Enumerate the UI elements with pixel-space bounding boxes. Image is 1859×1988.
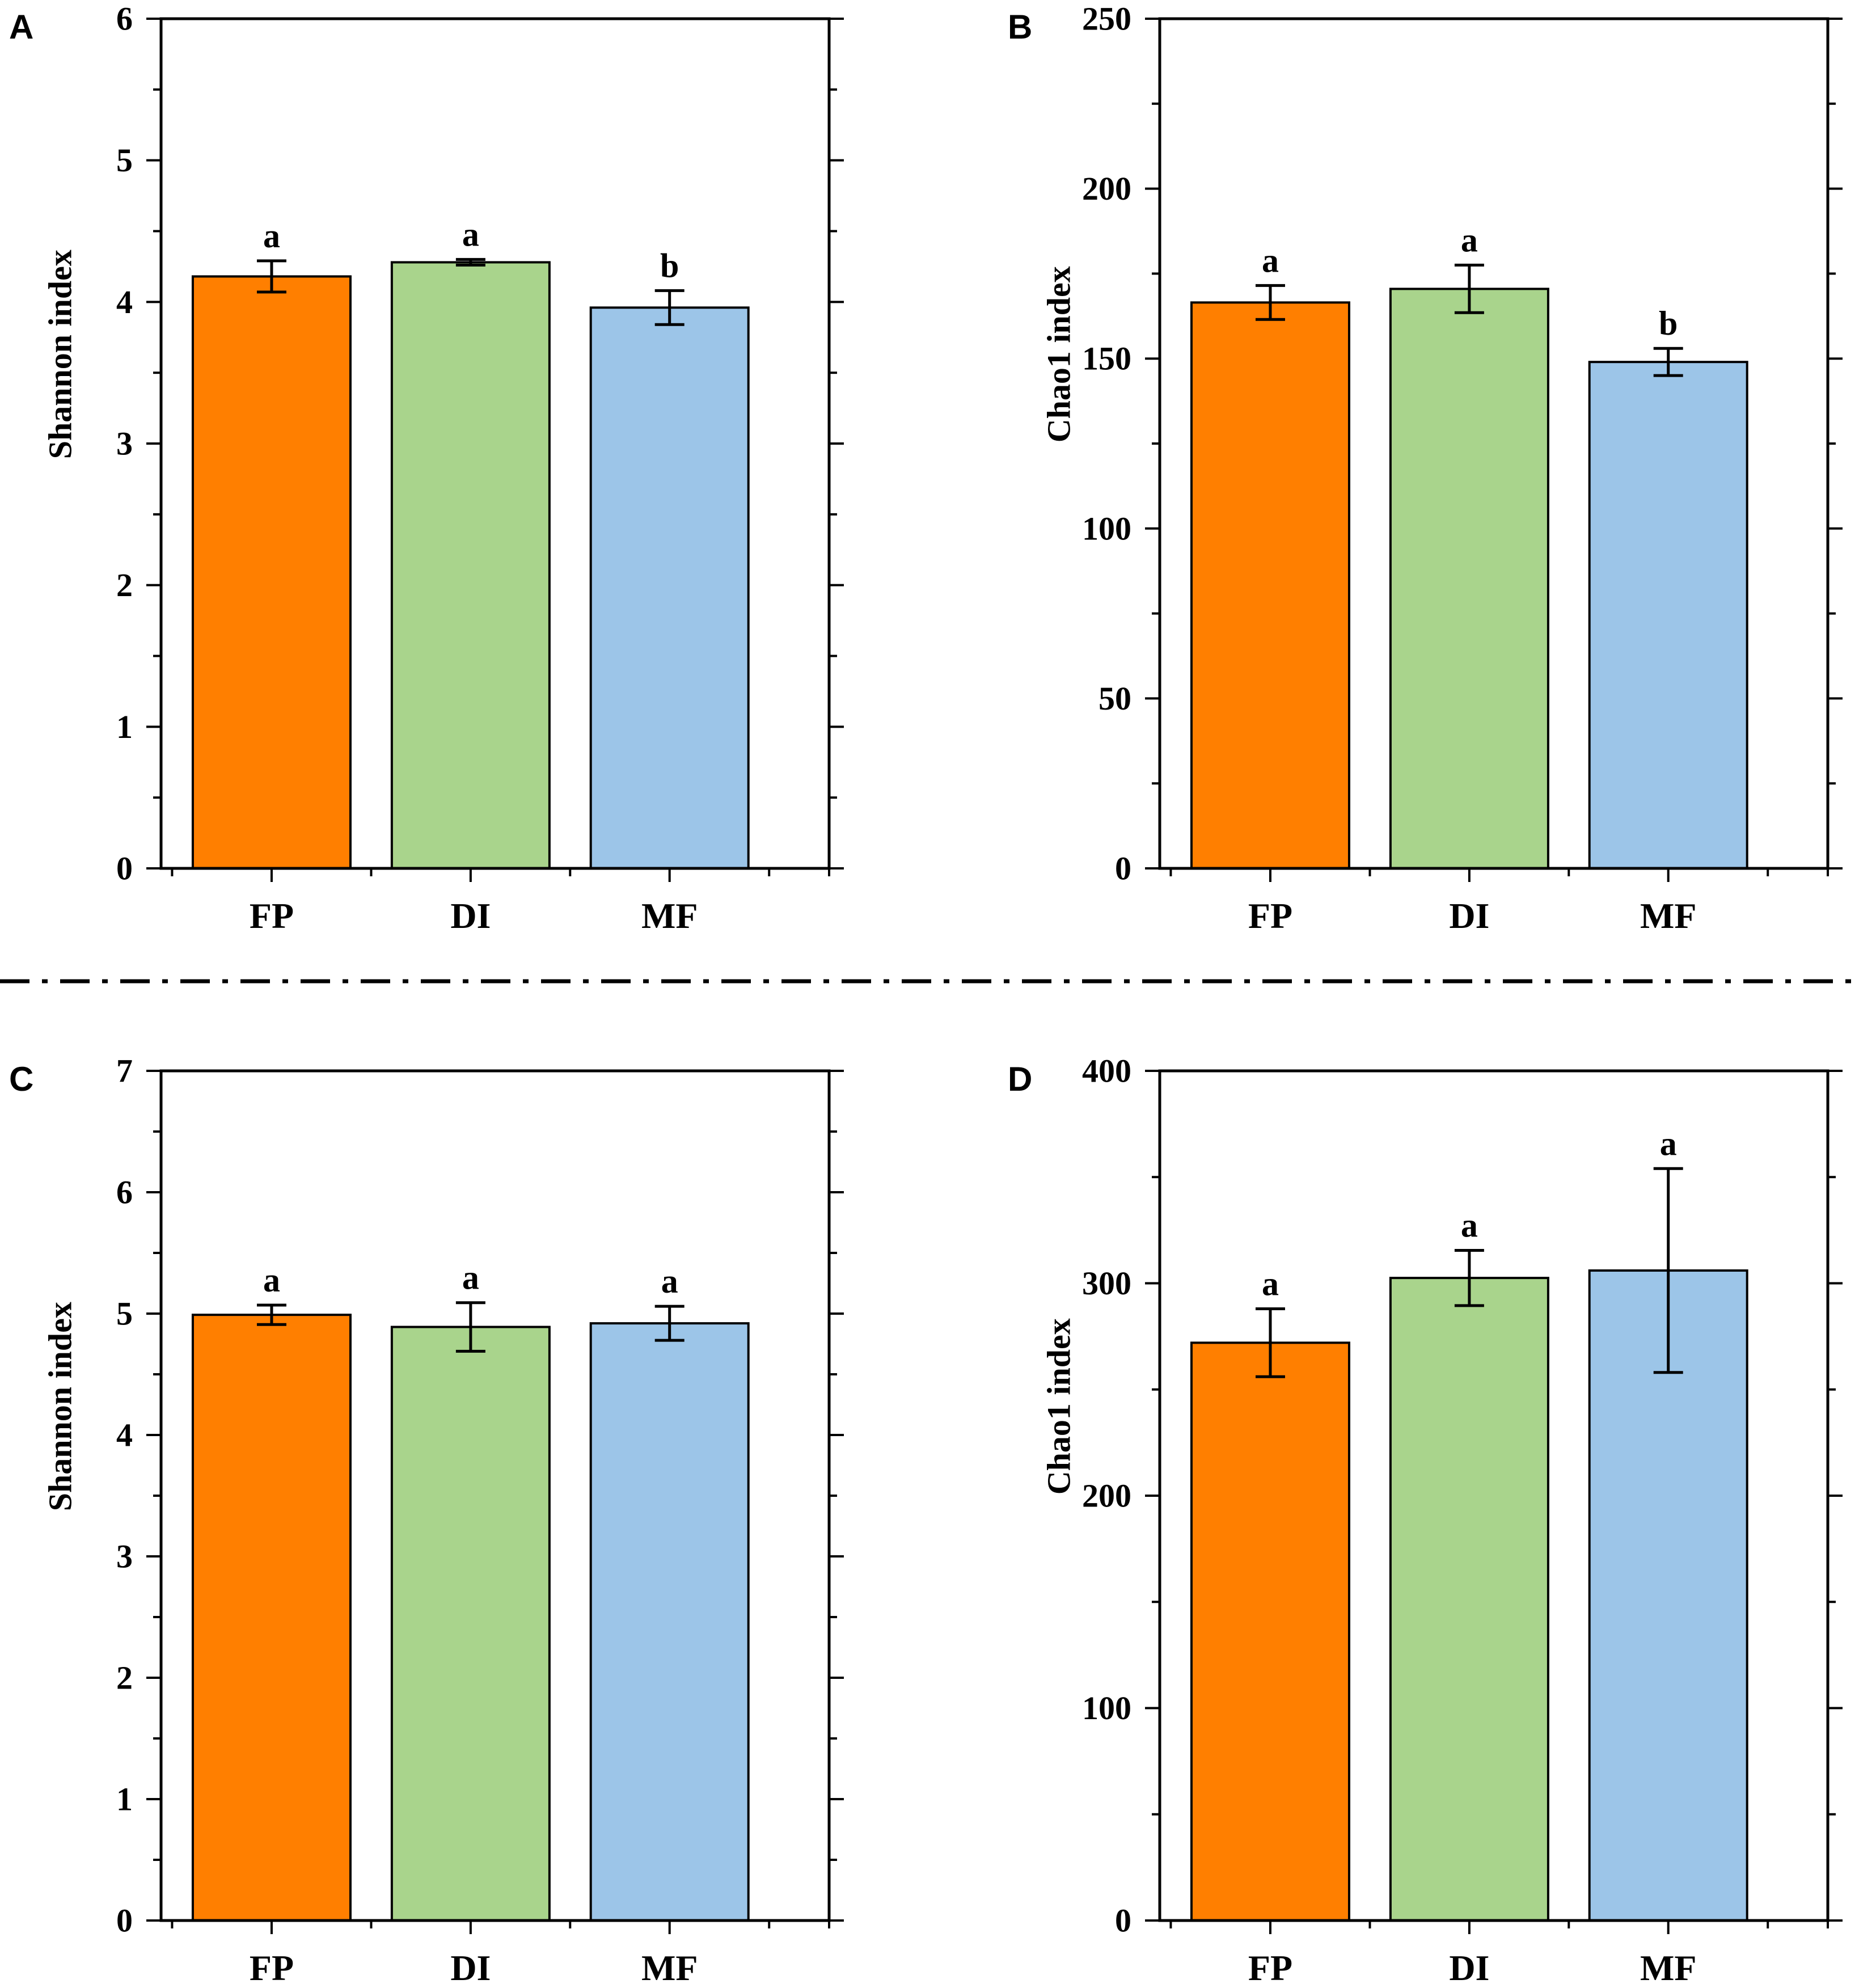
plot-frame: [1158, 1069, 1830, 1922]
x-tick-label-mf: MF: [1640, 1948, 1697, 1988]
x-tick-label-mf: MF: [641, 896, 698, 936]
y-tick-label: 1: [116, 1781, 133, 1818]
panel-letter: C: [9, 1060, 33, 1098]
y-axis-label: Chao1 index: [1041, 1318, 1078, 1495]
panel-letter: D: [1008, 1060, 1032, 1098]
significance-letter-mf: a: [1660, 1125, 1677, 1162]
y-tick-label: 200: [1082, 170, 1131, 207]
y-tick-label: 150: [1082, 340, 1131, 377]
bar-di: [1389, 1277, 1549, 1922]
significance-letter-fp: a: [263, 217, 280, 255]
y-tick-label: 200: [1082, 1478, 1131, 1514]
significance-letter-mf: b: [660, 247, 679, 284]
significance-letter-fp: a: [1262, 1265, 1279, 1302]
y-tick-label: 5: [116, 142, 133, 179]
y-tick-label: 0: [1115, 1902, 1131, 1939]
plot-frame: [159, 17, 831, 870]
plot-frame: [159, 1069, 831, 1922]
error-bar-mf: [654, 1305, 685, 1342]
y-tick-label: 4: [116, 284, 133, 320]
bar-mf: [589, 306, 750, 870]
significance-letter-di: a: [1461, 221, 1478, 259]
y-tick-label: 400: [1082, 1053, 1131, 1090]
panel-letter: A: [9, 8, 33, 46]
bar-mf: [589, 1322, 750, 1922]
y-tick-label: 5: [116, 1295, 133, 1332]
error-bar-fp: [1255, 1307, 1285, 1378]
y-tick-label: 7: [116, 1053, 133, 1090]
y-tick-label: 0: [116, 1902, 133, 1939]
y-tick-label: 250: [1082, 1, 1131, 37]
error-bar-fp: [256, 1303, 286, 1326]
x-tick-label-mf: MF: [1640, 896, 1697, 936]
y-tick-label: 50: [1098, 680, 1131, 717]
bar-fp: [1190, 301, 1350, 870]
x-tick-label-fp: FP: [1248, 1948, 1292, 1988]
panel-a: Aa FP a DI b MF 0 1 2 3 4 5 6 Shannon index: [9, 1, 844, 936]
x-tick-label-fp: FP: [1248, 896, 1292, 936]
significance-letter-di: a: [462, 1259, 479, 1297]
bar-fp: [191, 275, 352, 870]
y-tick-label: 0: [116, 850, 133, 887]
bar-di: [390, 261, 551, 870]
plot-frame: [1158, 17, 1830, 870]
y-axis-label: Chao1 index: [1041, 266, 1078, 442]
x-tick-label-mf: MF: [641, 1948, 698, 1988]
y-tick-label: 0: [1115, 850, 1131, 887]
error-bar-fp: [256, 259, 286, 294]
bar-di: [1389, 288, 1549, 870]
y-axis-label: Shannon index: [42, 1302, 79, 1511]
error-bar-di: [1454, 1248, 1484, 1307]
y-tick-label: 3: [116, 1538, 133, 1575]
error-bar-di: [455, 1301, 485, 1353]
x-tick-label-fp: FP: [250, 1948, 294, 1988]
y-tick-label: 100: [1082, 1690, 1131, 1727]
y-tick-label: 4: [116, 1417, 133, 1454]
error-bar-di: [1454, 263, 1484, 314]
error-bar-mf: [1653, 1167, 1683, 1374]
panel-c: Ca FP a DI a MF 0 1 2 3 4 5 6 7 Shannon index: [9, 1053, 844, 1988]
significance-letter-fp: a: [1262, 242, 1279, 279]
significance-letter-mf: a: [661, 1263, 678, 1300]
y-tick-label: 300: [1082, 1265, 1131, 1302]
bar-mf: [1588, 361, 1748, 870]
y-tick-label: 1: [116, 708, 133, 745]
significance-letter-di: a: [1461, 1206, 1478, 1244]
bar-mf: [1588, 1269, 1748, 1922]
y-tick-label: 100: [1082, 510, 1131, 547]
error-bar-mf: [1653, 347, 1683, 377]
error-bar-mf: [654, 289, 685, 326]
y-tick-label: 2: [116, 567, 133, 603]
bar-fp: [191, 1314, 352, 1922]
panel-d: Da FP a DI a MF 0 100 200 300 400 Chao1 index: [1008, 1053, 1843, 1988]
y-tick-label: 2: [116, 1660, 133, 1696]
bar-fp: [1190, 1341, 1350, 1922]
x-tick-label-di: DI: [1449, 1948, 1489, 1988]
x-tick-label-di: DI: [450, 1948, 491, 1988]
panel-b: Ba FP a DI b MF 0 50 100 150 200 250 Chao1 index: [1008, 1, 1843, 936]
x-tick-label-di: DI: [1449, 896, 1489, 936]
error-bar-fp: [1255, 284, 1285, 321]
error-bar-di: [455, 258, 485, 267]
significance-letter-mf: b: [1659, 305, 1678, 342]
significance-letter-di: a: [462, 216, 479, 253]
y-tick-label: 6: [116, 1174, 133, 1211]
y-tick-label: 6: [116, 1, 133, 37]
y-axis-label: Shannon index: [42, 250, 79, 459]
panel-letter: B: [1008, 8, 1032, 46]
significance-letter-fp: a: [263, 1261, 280, 1299]
x-tick-label-di: DI: [450, 896, 491, 936]
x-tick-label-fp: FP: [250, 896, 294, 936]
bar-di: [390, 1326, 551, 1922]
y-tick-label: 3: [116, 425, 133, 462]
